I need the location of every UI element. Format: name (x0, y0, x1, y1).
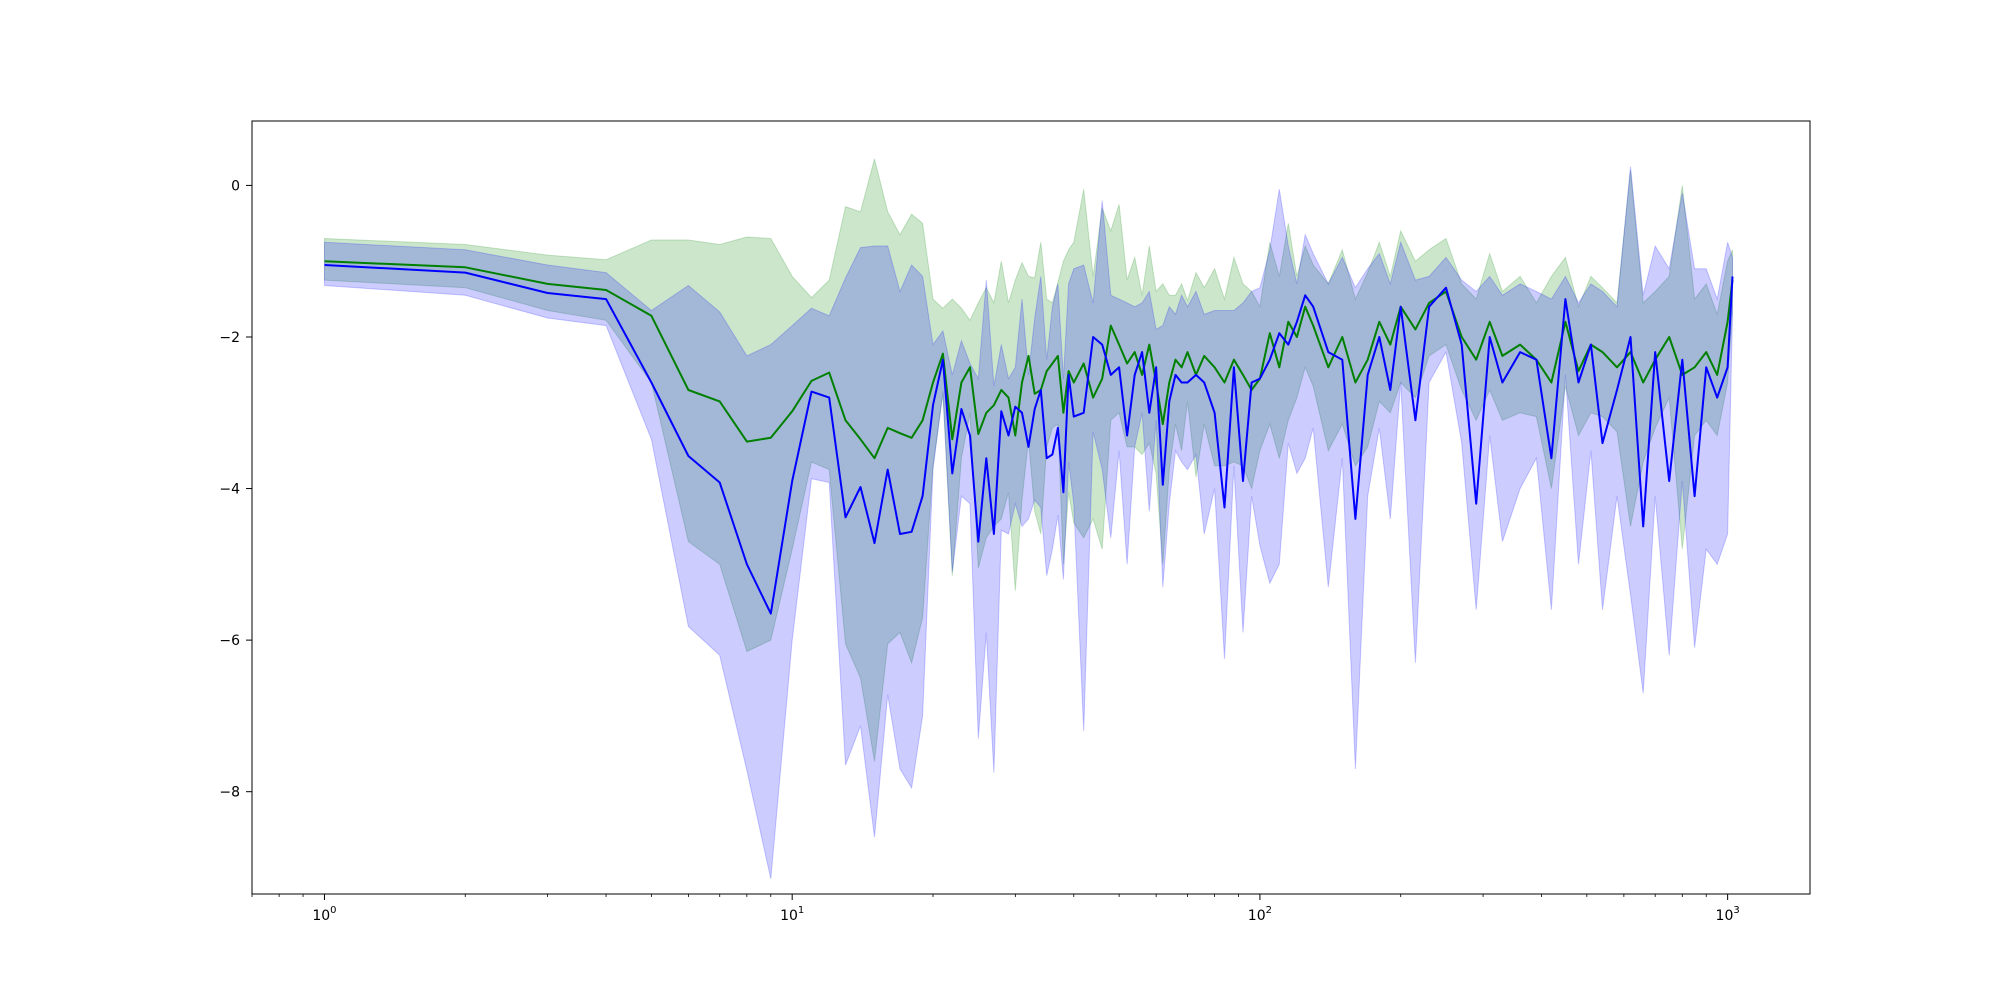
y-tick-label: 0 (231, 178, 240, 194)
y-tick-label: −4 (219, 482, 240, 498)
y-axis: 0 −2 −4 −6 −8 (219, 178, 252, 801)
x-tick-label: 103 (1716, 905, 1740, 924)
series-lines (324, 260, 1734, 615)
series-1-band (324, 166, 1733, 879)
confidence-bands (324, 158, 1733, 879)
x-tick-label: 101 (780, 905, 804, 924)
y-tick-label: −6 (219, 633, 240, 649)
x-tick-label: 102 (1248, 905, 1272, 924)
series-0-line (324, 260, 1734, 460)
plot-area-frame (251, 120, 1811, 895)
series-0-band (324, 158, 1733, 762)
y-tick-label: −8 (219, 785, 240, 801)
x-axis: 100 101 102 103 (251, 894, 1740, 924)
x-tick-label: 100 (312, 905, 336, 924)
y-tick-label: −2 (219, 330, 240, 346)
series-1-line (324, 264, 1734, 615)
